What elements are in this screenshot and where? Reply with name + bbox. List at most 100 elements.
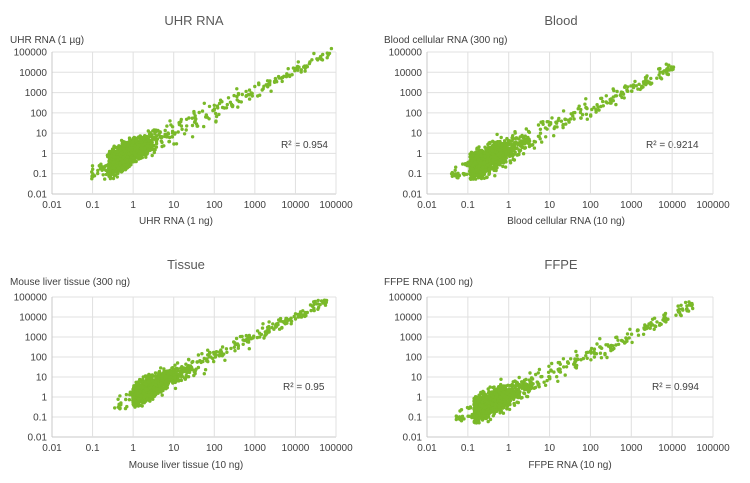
y-tick-label: 10000 xyxy=(19,313,47,324)
data-point xyxy=(214,119,218,123)
data-point xyxy=(232,93,236,98)
data-point xyxy=(135,385,140,390)
data-point xyxy=(519,396,523,400)
data-point xyxy=(305,64,309,69)
data-point xyxy=(217,112,221,117)
data-point xyxy=(103,177,107,181)
data-point xyxy=(154,138,158,142)
data-point xyxy=(267,327,271,331)
y-tick-label: 100000 xyxy=(389,293,423,304)
data-point xyxy=(507,154,512,159)
data-point xyxy=(136,143,140,147)
panel-ffpe: FFPE FFPE RNA (100 ng) FFPE RNA (10 ng) … xyxy=(375,241,750,482)
data-point xyxy=(170,135,175,139)
data-point xyxy=(142,395,146,400)
data-point xyxy=(495,132,499,137)
data-point xyxy=(244,333,248,338)
data-point xyxy=(489,155,494,159)
data-point xyxy=(156,376,160,380)
data-point xyxy=(482,160,487,165)
data-point xyxy=(579,107,583,112)
data-point xyxy=(476,176,481,180)
data-point xyxy=(506,143,510,147)
data-point xyxy=(594,108,598,112)
data-point xyxy=(229,346,233,351)
data-point xyxy=(206,348,210,352)
data-point xyxy=(513,131,517,135)
data-point xyxy=(233,349,237,353)
y-tick-label: 100 xyxy=(30,353,47,364)
data-point xyxy=(124,392,129,397)
y-tick-label: 1000 xyxy=(400,88,423,99)
data-point xyxy=(239,100,243,104)
data-point xyxy=(171,366,175,370)
data-point xyxy=(111,148,116,152)
y-tick-label: 10 xyxy=(411,129,423,140)
data-point xyxy=(487,171,491,176)
data-point xyxy=(501,153,505,157)
data-point xyxy=(260,326,265,330)
y-tick-label: 10 xyxy=(36,129,48,140)
data-point xyxy=(224,347,229,351)
data-point xyxy=(665,67,669,71)
y-axis-label: Mouse liver tissue (300 ng) xyxy=(10,277,130,288)
data-point xyxy=(545,127,549,131)
data-point xyxy=(276,74,281,79)
data-point xyxy=(190,123,195,128)
data-point xyxy=(503,165,508,169)
data-point xyxy=(569,357,573,361)
panel-tissue: Tissue Mouse liver tissue (300 ng) Mouse… xyxy=(0,241,375,482)
data-point xyxy=(612,88,616,93)
panel-blood: Blood Blood cellular RNA (300 ng) Blood … xyxy=(375,0,750,241)
data-point xyxy=(536,371,540,375)
data-point xyxy=(615,89,619,94)
data-point xyxy=(478,161,482,165)
data-point xyxy=(160,388,164,392)
data-point xyxy=(118,407,122,411)
x-tick-label: 1000 xyxy=(620,200,643,211)
data-point xyxy=(182,132,187,136)
data-point xyxy=(165,383,170,387)
data-point xyxy=(104,172,109,177)
y-tick-label: 0.1 xyxy=(408,413,422,424)
data-point xyxy=(681,308,685,312)
data-point xyxy=(661,71,665,75)
data-point xyxy=(129,146,133,150)
data-point xyxy=(475,173,479,177)
y-tick-label: 0.01 xyxy=(28,190,48,201)
data-point xyxy=(252,334,256,338)
data-point xyxy=(211,108,215,113)
data-point xyxy=(475,147,479,151)
data-point xyxy=(293,317,298,321)
data-point xyxy=(180,127,184,131)
data-point xyxy=(477,145,481,149)
data-point xyxy=(649,76,653,81)
data-point xyxy=(539,120,543,124)
data-point xyxy=(583,102,587,106)
data-point xyxy=(150,135,155,139)
data-point xyxy=(619,90,624,94)
data-point xyxy=(139,384,144,388)
data-point xyxy=(182,366,186,370)
data-point xyxy=(228,100,233,105)
data-point xyxy=(113,145,117,149)
data-point xyxy=(217,350,222,354)
data-point xyxy=(211,350,216,355)
y-tick-label: 1 xyxy=(416,393,422,404)
data-point xyxy=(553,125,557,129)
data-point xyxy=(471,169,476,173)
data-point xyxy=(222,106,227,110)
data-point xyxy=(511,157,515,162)
data-point xyxy=(303,314,307,319)
data-point xyxy=(592,105,596,110)
data-point xyxy=(165,132,170,137)
data-point xyxy=(536,383,540,387)
data-point xyxy=(563,373,567,377)
x-tick-label: 10 xyxy=(544,443,556,454)
data-point xyxy=(235,94,239,99)
data-point xyxy=(589,113,593,117)
data-point xyxy=(164,374,169,379)
data-point xyxy=(213,111,218,116)
data-point xyxy=(465,172,469,176)
